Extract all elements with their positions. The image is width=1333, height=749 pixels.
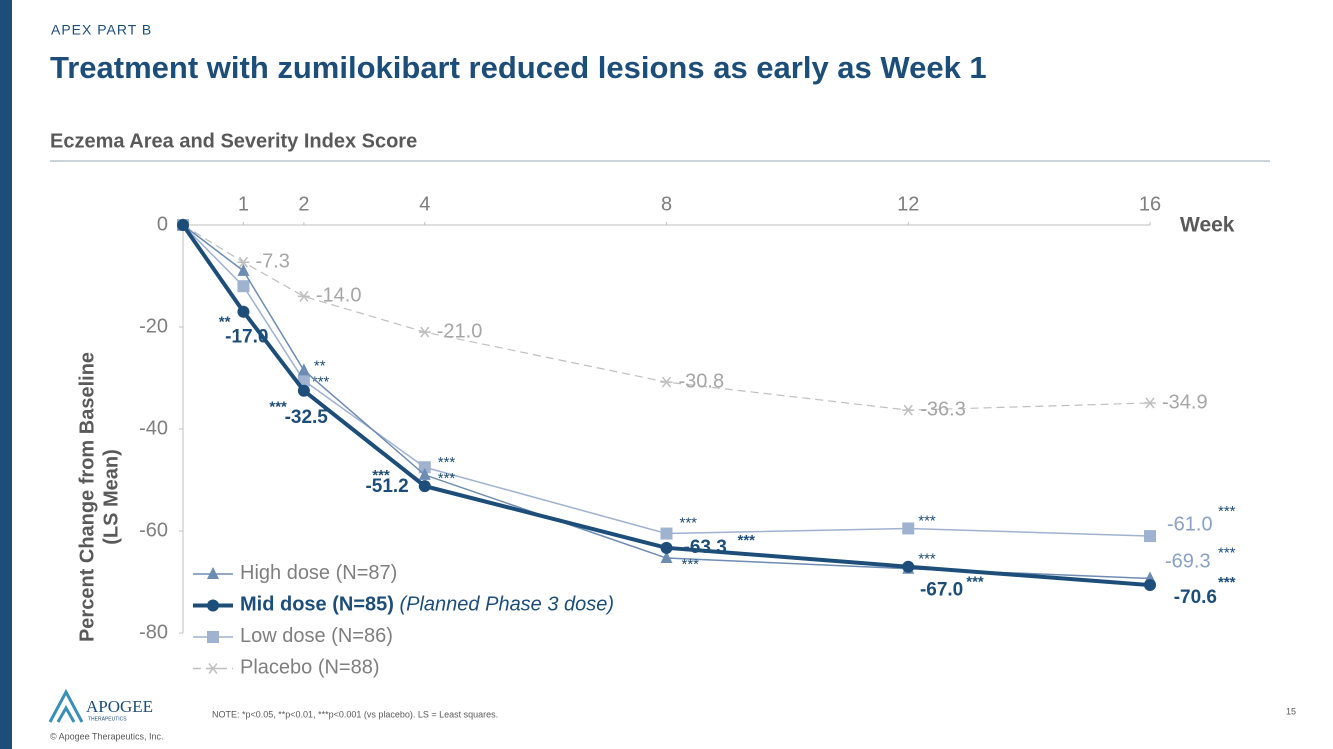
point (418, 480, 431, 493)
data-label: -32.5 (285, 407, 329, 428)
point (297, 363, 310, 376)
x-tick-label: 2 (298, 193, 309, 215)
x-axis-title: Week (1180, 214, 1235, 237)
data-label: -61.0 (1167, 513, 1213, 535)
point (418, 467, 431, 480)
y-axis-title: Percent Change from Baseline (LS Mean) (76, 352, 122, 642)
legend-name: High dose (N=87) (240, 562, 397, 584)
significance-label: *** (438, 454, 456, 471)
y-axis-title-line: Percent Change from Baseline (76, 352, 98, 642)
point (237, 256, 250, 268)
point (418, 461, 431, 474)
point (660, 541, 673, 554)
significance-label: *** (918, 551, 936, 568)
significance-label: *** (438, 470, 456, 487)
point (660, 376, 673, 388)
significance-label: *** (682, 556, 700, 573)
significance-label: *** (738, 532, 756, 549)
point (297, 290, 310, 302)
point (902, 404, 915, 416)
data-label: -36.3 (920, 398, 966, 420)
y-tick-label: -20 (139, 315, 168, 337)
x-tick-label: 1 (238, 193, 249, 215)
point (1144, 530, 1156, 543)
point (177, 219, 189, 231)
point (1144, 579, 1156, 592)
point (237, 263, 250, 276)
point (660, 551, 673, 564)
legend-marker (207, 567, 219, 579)
point (237, 305, 250, 318)
data-label: -67.0 (920, 580, 963, 601)
side-bar (0, 0, 12, 749)
significance-label: *** (312, 374, 330, 391)
point (660, 527, 673, 540)
data-label: -34.9 (1162, 391, 1208, 413)
point (297, 384, 310, 397)
footnote: NOTE: *p<0.05, **p<0.01, ***p<0.001 (vs … (212, 709, 498, 719)
eyebrow: APEX PART B (51, 22, 152, 38)
point (902, 522, 915, 535)
legend-label: Mid dose (N=85) (Planned Phase 3 dose) (240, 594, 614, 616)
logo-text: APOGEE (86, 697, 153, 716)
y-tick-label: -80 (139, 621, 168, 643)
legend-marker (207, 631, 219, 643)
data-label: -14.0 (316, 285, 362, 307)
point (237, 280, 250, 293)
data-label: -69.3 (1165, 551, 1211, 573)
significance-label: ** (314, 357, 326, 374)
significance-label: *** (269, 399, 287, 416)
page-number: 15 (1286, 706, 1296, 716)
y-tick-label: -40 (139, 417, 168, 439)
data-label: -63.3 (684, 537, 727, 558)
x-tick-label: 12 (897, 193, 919, 215)
point (902, 560, 915, 573)
legend-name: Low dose (N=86) (240, 625, 393, 647)
logo-mark (48, 688, 84, 723)
point (1144, 397, 1156, 409)
significance-label: *** (372, 467, 390, 484)
legend-label: Low dose (N=86) (240, 625, 393, 647)
data-label: -7.3 (255, 251, 289, 273)
data-label: -30.8 (679, 370, 725, 392)
significance-label: *** (1218, 503, 1236, 520)
significance-label: *** (1218, 574, 1236, 591)
data-label: -51.2 (365, 476, 408, 497)
legend-name: Placebo (N=88) (240, 657, 380, 679)
data-label: -70.6 (1174, 587, 1217, 608)
significance-label: *** (680, 515, 698, 532)
data-label: -21.0 (437, 320, 483, 342)
legend-label: Placebo (N=88) (240, 657, 380, 679)
significance-label: *** (966, 574, 984, 591)
significance-label: ** (219, 314, 231, 331)
significance-label: *** (918, 512, 936, 529)
legend-marker (207, 663, 219, 674)
x-tick-label: 16 (1139, 193, 1161, 215)
data-label: -17.0 (225, 327, 268, 348)
y-tick-label: 0 (157, 213, 168, 235)
copyright: © Apogee Therapeutics, Inc. (50, 731, 164, 741)
point (418, 326, 431, 338)
chart-title: Eczema Area and Severity Index Score (50, 130, 417, 152)
legend-marker (207, 599, 219, 612)
x-tick-label: 8 (661, 193, 672, 215)
x-tick-label: 4 (419, 193, 430, 215)
y-tick-label: -60 (139, 519, 168, 541)
logo-subtext: THERAPEUTICS (88, 716, 127, 722)
y-axis-title-line: (LS Mean) (100, 449, 122, 545)
slide-title: Treatment with zumilokibart reduced lesi… (50, 50, 987, 85)
legend-label: High dose (N=87) (240, 562, 397, 584)
significance-label: *** (1218, 544, 1236, 561)
logo: APOGEE THERAPEUTICS (48, 688, 153, 723)
legend-name: Mid dose (N=85) (240, 594, 394, 616)
legend-note: (Planned Phase 3 dose) (399, 594, 614, 616)
